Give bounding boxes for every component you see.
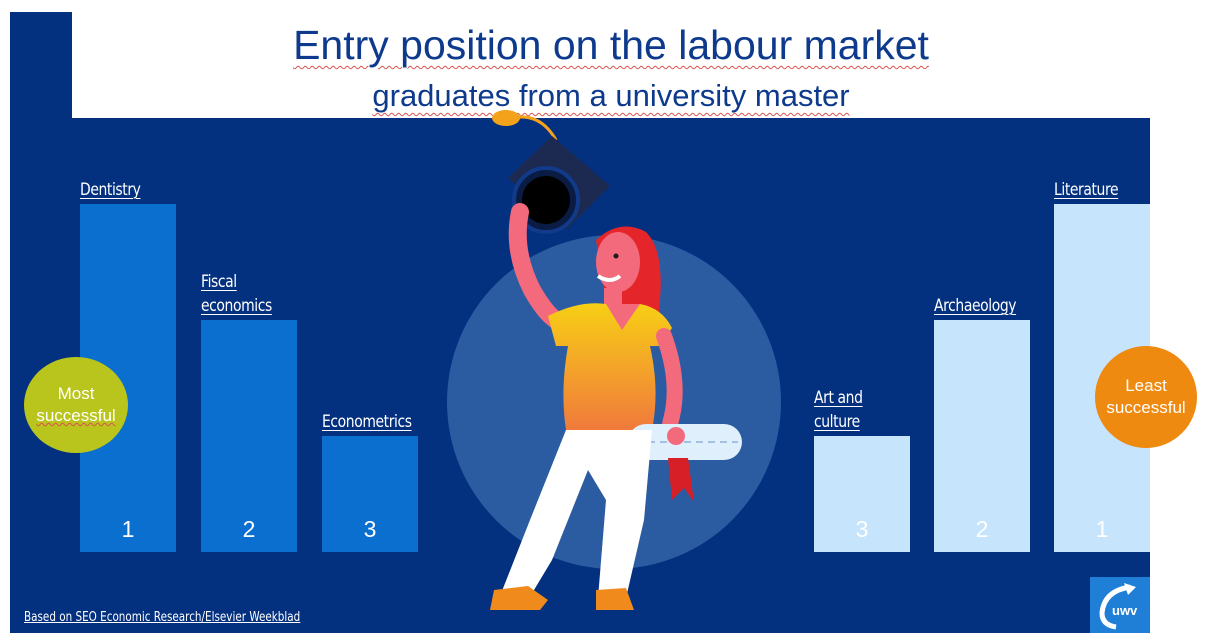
category-label: Archaeology [934, 296, 1017, 316]
rank-label: 1 [1095, 516, 1109, 542]
bar-archaeology [934, 320, 1030, 552]
most-successful-badge: Most successful [24, 357, 128, 453]
category-label: Literature [1054, 180, 1119, 200]
smile [596, 274, 622, 282]
rank-label: 2 [975, 516, 989, 542]
neck [604, 288, 622, 308]
chart-title: Entry position on the labour market [293, 22, 929, 68]
rank-label: 3 [855, 516, 869, 542]
badge-text: Least [1125, 376, 1167, 395]
tassel [492, 110, 520, 126]
face [596, 232, 640, 292]
rank-label: 1 [121, 516, 135, 542]
uwv-logo: uwv [1090, 577, 1150, 633]
eye [613, 253, 619, 259]
source-note: Based on SEO Economic Research/Elsevier … [24, 610, 301, 625]
bar-fiscal-economics [201, 320, 297, 552]
bar-art-and-culture [814, 436, 910, 552]
badge-text: successful [1106, 398, 1186, 417]
uwv-logo-icon [1099, 583, 1136, 630]
badge-text: Most [57, 384, 95, 403]
rank-label: 3 [363, 516, 377, 542]
uwv-logo-text: uwv [1112, 603, 1138, 618]
category-label: Fiscal economics [201, 272, 272, 316]
category-label: Econometrics [322, 412, 412, 432]
shirt [548, 303, 672, 430]
right-shoe [596, 588, 634, 610]
category-label: Art and culture [814, 388, 863, 432]
least-successful-badge: Least successful [1095, 346, 1197, 448]
bar-econometrics [322, 436, 418, 552]
rank-label: 2 [242, 516, 256, 542]
diploma-ribbon [668, 458, 694, 502]
chart-subtitle: graduates from a university master [372, 78, 850, 113]
title-box [72, 12, 1150, 118]
badge-text: successful [36, 406, 116, 425]
cap-inner [522, 176, 570, 224]
left-shoe [490, 586, 548, 610]
hand [667, 427, 685, 445]
neckline [606, 304, 640, 330]
trousers [500, 430, 652, 600]
category-label: Dentistry [80, 180, 141, 200]
